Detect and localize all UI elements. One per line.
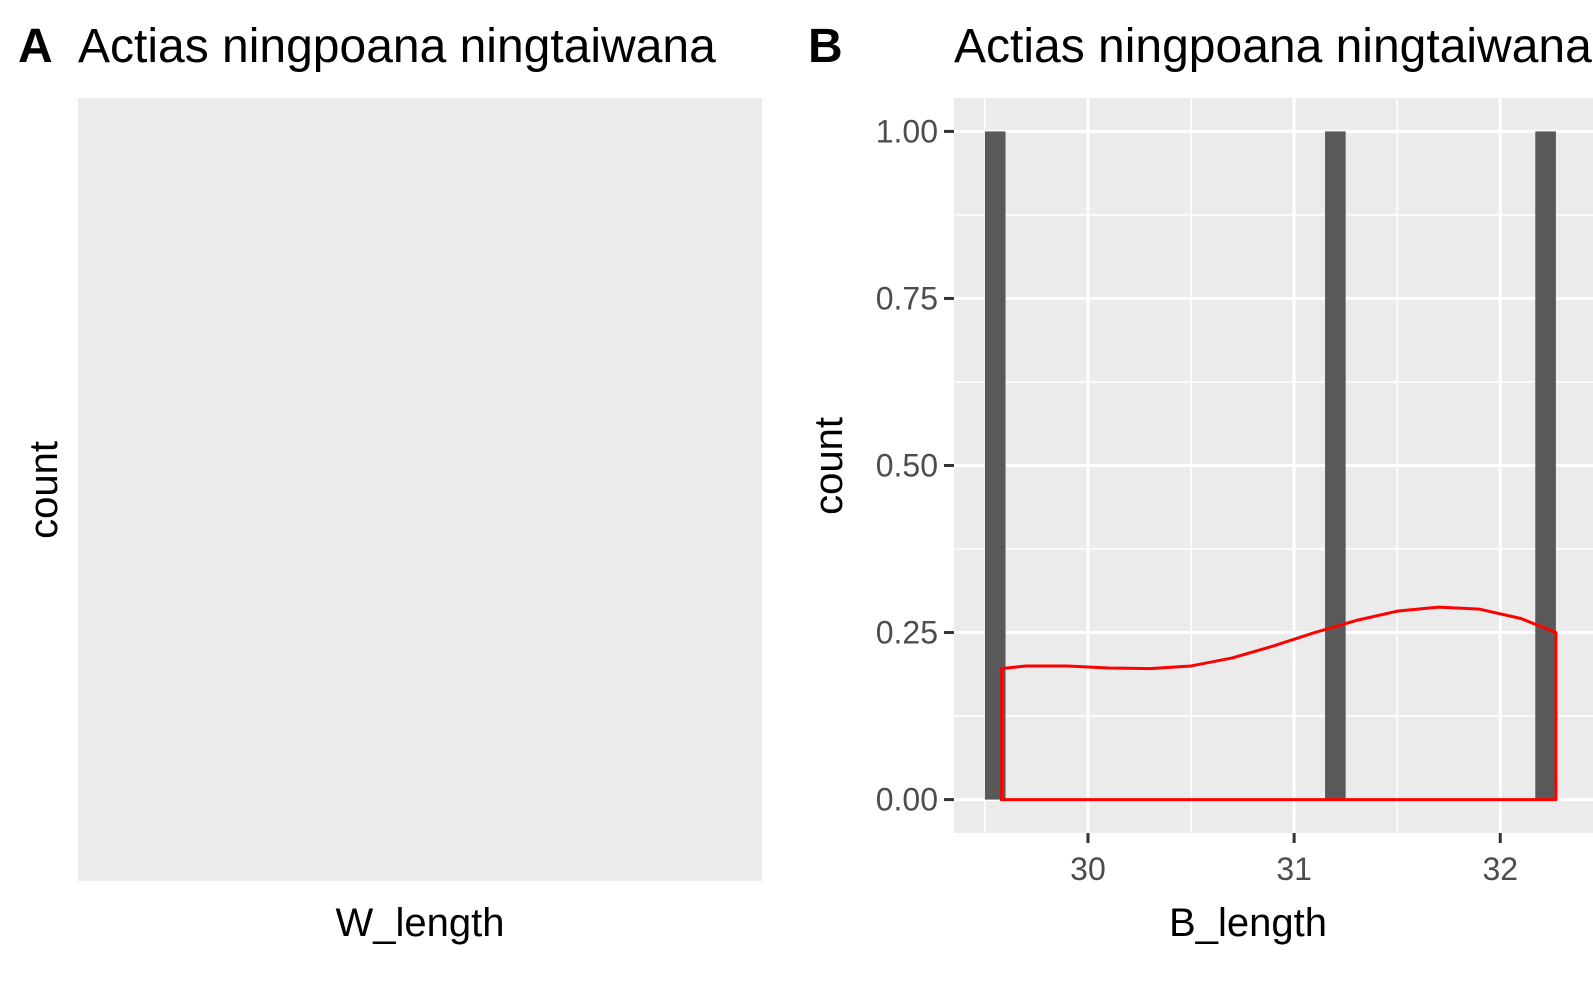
panel-a-x-axis-label: W_length	[336, 901, 505, 945]
y-tick-label: 0.25	[876, 615, 938, 651]
histogram-bar	[1535, 131, 1556, 800]
panel-b-x-axis: 30 31 32	[1070, 833, 1518, 887]
panel-b-title: Actias ningpoana ningtaiwana	[954, 20, 1592, 73]
histogram-bar	[984, 131, 1006, 800]
panel-a-title: Actias ningpoana ningtaiwana	[78, 20, 716, 73]
panel-b-y-axis: 0.00 0.25 0.50 0.75 1.00	[876, 113, 954, 818]
y-tick-label: 1.00	[876, 113, 938, 149]
panel-b-x-axis-label: B_length	[1169, 901, 1327, 945]
x-tick-label: 30	[1070, 851, 1106, 887]
panel-b-y-axis-label: count	[807, 417, 851, 515]
panel-a-tag: A	[18, 20, 53, 73]
panel-b-tag: B	[808, 20, 843, 73]
panel-b-histogram-bars	[984, 131, 1556, 800]
x-tick-label: 32	[1482, 851, 1518, 887]
y-tick-label: 0.75	[876, 280, 938, 316]
panel-a-plot-background	[78, 98, 762, 881]
panel-a: A Actias ningpoana ningtaiwana W_length …	[18, 20, 762, 945]
histogram-bar	[1325, 131, 1346, 800]
y-tick-label: 0.00	[876, 782, 938, 818]
panel-a-y-axis-label: count	[22, 441, 66, 539]
panel-b-density-curve	[999, 605, 1558, 802]
panel-b: B Actias ningpoana ningtaiwana 0.000.250…	[807, 20, 1593, 945]
x-tick-label: 31	[1276, 851, 1312, 887]
y-tick-label: 0.50	[876, 448, 938, 484]
density-line	[999, 605, 1558, 802]
